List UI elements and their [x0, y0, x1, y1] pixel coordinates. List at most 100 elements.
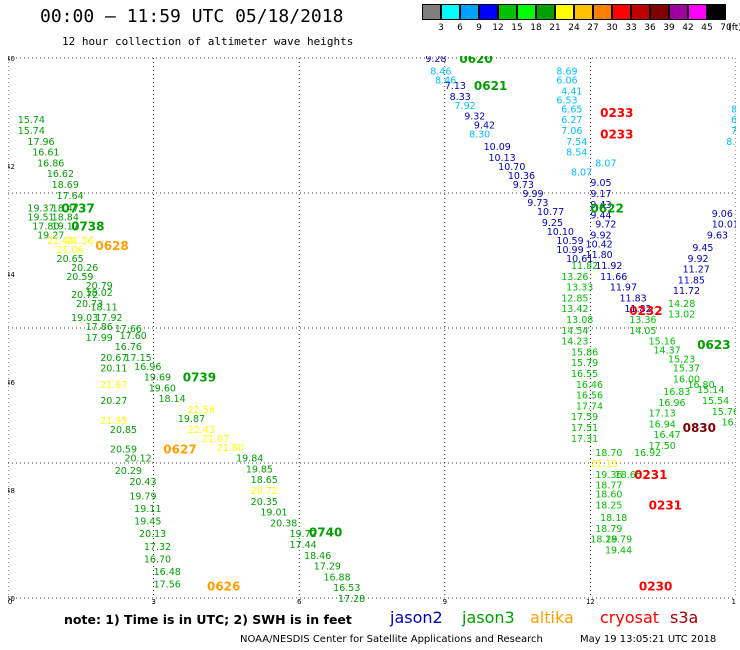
wave-height-value: 20.72	[71, 290, 98, 301]
wave-height-value: 11.80	[586, 250, 613, 261]
wave-height-value: 11.92	[595, 261, 622, 272]
wave-height-value: 9.25	[542, 218, 563, 229]
wave-height-value: 15.16	[649, 337, 676, 348]
wave-height-value: 11.27	[683, 265, 710, 276]
pass-time-label: 0627	[163, 443, 196, 457]
wave-height-value: 20.27	[100, 396, 127, 407]
y-tick-label: 48	[8, 487, 15, 495]
pass-time-labels: 0620 0621 0233 0233 0737 0738 0628 0622 0232 0623…	[61, 56, 730, 593]
wave-height-value: 18.47	[52, 203, 79, 214]
pass-time-label: 0233	[600, 128, 633, 142]
wave-height-value: 17.32	[144, 542, 171, 553]
pass-time-label: 0628	[95, 239, 128, 253]
wave-height-value: 10.99	[556, 245, 583, 256]
wave-height-value: 16.40	[721, 418, 736, 429]
wave-height-value: 15.54	[702, 396, 729, 407]
wave-height-value: 10.09	[484, 142, 511, 153]
footer-timestamp: May 19 13:05:21 UTC 2018	[580, 634, 717, 645]
wave-height-value: 14.37	[653, 346, 680, 357]
x-tick-label: 15	[732, 598, 736, 604]
wave-height-value: 19.69	[144, 373, 171, 384]
wave-height-value: 19.11	[134, 504, 161, 515]
pass-time-label: 0739	[183, 371, 216, 385]
wave-height-value: 20.79	[86, 281, 113, 292]
wave-height-value: 21.06	[57, 245, 84, 256]
wave-height-value: 17.96	[27, 137, 54, 148]
wave-height-value: 9.44	[590, 211, 611, 222]
wave-height-value: 8.07	[595, 158, 616, 169]
y-tick-label: 50	[8, 595, 15, 603]
wave-height-value: 20.38	[270, 518, 297, 529]
wave-height-value: 18.02	[86, 288, 113, 299]
pass-time-label: 0233	[600, 106, 633, 120]
wave-height-value: 19.85	[246, 464, 273, 475]
wave-height-value: 10.77	[537, 207, 564, 218]
wave-height-value: 18.60	[595, 490, 622, 501]
wave-height-value: 19.37	[27, 203, 54, 214]
legend-tick-label: 12	[492, 23, 504, 33]
legend-tick-label: 9	[476, 23, 482, 33]
wave-height-value: 14.05	[629, 326, 656, 337]
satellite-s3a: s3a	[670, 608, 699, 627]
wave-height-value: 19.45	[134, 517, 161, 528]
wave-height-value: 19.60	[149, 383, 176, 394]
y-tick-label: 42	[8, 163, 15, 171]
wave-height-value: 20.29	[115, 466, 142, 477]
wave-height-value: 4.41	[561, 86, 582, 97]
wave-height-value: 19.17	[52, 221, 79, 232]
wave-height-value: 18.65	[615, 470, 642, 481]
wave-height-value: 8.6	[731, 104, 736, 115]
wave-height-value: 10.01	[712, 220, 736, 231]
wave-height-value: 14.23	[561, 337, 588, 348]
wave-height-value: 10.59	[556, 236, 583, 247]
wave-height-value: 18.65	[251, 475, 278, 486]
legend-swatch	[688, 4, 707, 20]
satellite-cryosat: cryosat	[600, 608, 660, 627]
wave-height-value: 20.43	[129, 477, 156, 488]
pass-time-label: 0621	[474, 79, 507, 93]
wave-height-value: 9.72	[595, 220, 616, 231]
wave-height-value: 9.32	[464, 112, 485, 123]
wave-height-value: 10.36	[508, 171, 535, 182]
wave-height-value: 20.35	[251, 497, 278, 508]
wave-height-value: 13.36	[629, 315, 656, 326]
wave-height-value: 11.83	[620, 293, 647, 304]
wave-height-value: 16.96	[658, 398, 685, 409]
legend-tick-label: 39	[663, 23, 675, 33]
wave-height-value: 18.14	[158, 394, 185, 405]
legend-swatch	[422, 4, 441, 20]
wave-height-value: 11.97	[610, 283, 637, 294]
wave-height-value: 10.70	[498, 162, 525, 173]
pass-time-label: 0830	[683, 421, 716, 435]
wave-height-value: 17.50	[649, 441, 676, 452]
wave-height-value: 17.99	[86, 333, 113, 344]
legend-swatch	[479, 4, 498, 20]
wave-height-value: 17.80	[32, 221, 59, 232]
y-tick-label: 46	[8, 379, 15, 387]
wave-height-value: 15.79	[571, 358, 598, 369]
pass-time-label: 0231	[634, 468, 667, 482]
legend-unit: (ft)	[728, 23, 740, 33]
wave-height-value: 20.59	[66, 272, 93, 283]
wave-height-value: 16.83	[663, 387, 690, 398]
legend-swatch	[574, 4, 593, 20]
wave-height-value: 10.61	[566, 254, 593, 265]
wave-height-value: 16.86	[37, 158, 64, 169]
legend-swatch	[498, 4, 517, 20]
wave-height-value: 19.72	[289, 529, 316, 540]
wave-height-value: 14.28	[668, 299, 695, 310]
wave-height-value: 17.86	[86, 322, 113, 333]
wave-height-value: 6.53	[556, 95, 577, 106]
wave-height-value: 10.13	[488, 153, 515, 164]
wave-height-value: 16.96	[134, 362, 161, 373]
wave-height-value: 17.51	[571, 423, 598, 434]
wave-height-value: 21.13	[590, 459, 617, 470]
wave-height-value: 9.99	[522, 189, 543, 200]
wave-height-value: 17.13	[649, 409, 676, 420]
wave-height-value: 16.00	[673, 374, 700, 385]
pass-time-label: 0232	[629, 304, 662, 318]
wave-height-value: 18.69	[52, 180, 79, 191]
wave-height-value: 7.3	[731, 126, 736, 137]
page-title: 00:00 – 11:59 UTC 05/18/2018	[40, 6, 344, 27]
wave-height-value: 21.95	[100, 416, 127, 427]
